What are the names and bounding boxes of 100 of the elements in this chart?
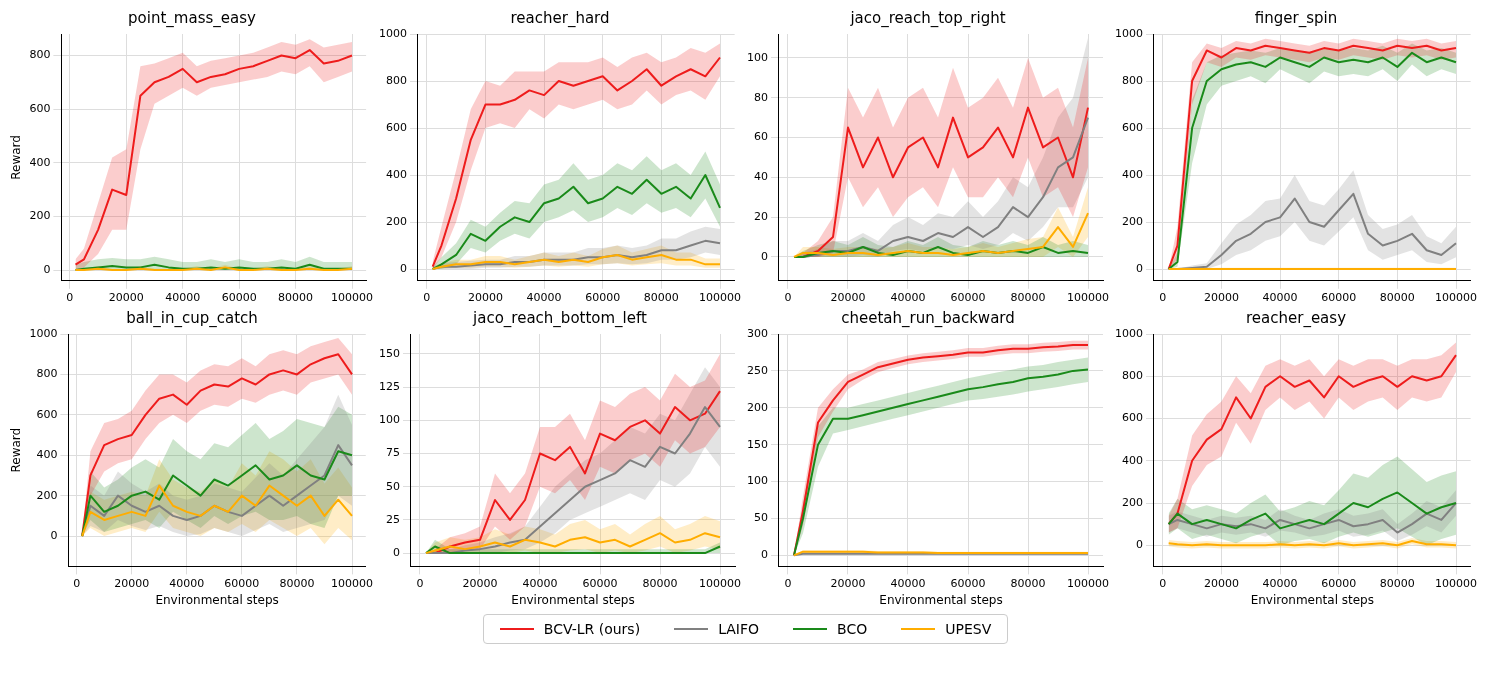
y-axis-title: Reward: [9, 135, 24, 180]
x-tick-label: 40000: [1262, 576, 1298, 590]
x-tick-label: 80000: [1010, 291, 1046, 305]
y-tick-label: 0: [1135, 538, 1143, 552]
x-tick-label: 0: [73, 576, 81, 590]
y-tick-label: 150: [379, 346, 400, 360]
y-tick-label: 0: [43, 262, 51, 276]
y-tick-label: 1000: [1114, 326, 1143, 340]
x-tick-label: 20000: [830, 576, 866, 590]
x-tick-label: 100000: [331, 576, 373, 590]
x-tick-label: 60000: [221, 291, 257, 305]
y-tick-label: 25: [386, 512, 400, 526]
x-tick-label: 0: [66, 291, 74, 305]
x-tick-label: 100000: [1435, 291, 1477, 305]
y-tick-label: 800: [1121, 73, 1143, 87]
x-axis-title: Environmental steps: [511, 592, 635, 607]
y-tick-label: 800: [385, 73, 407, 87]
y-tick-label: 200: [1121, 214, 1143, 228]
x-tick-label: 0: [784, 291, 792, 305]
chart-title: cheetah_run_backward: [841, 308, 1015, 328]
x-tick-label: 40000: [890, 576, 926, 590]
x-tick-label: 40000: [169, 576, 205, 590]
y-tick-label: 200: [385, 214, 407, 228]
y-tick-label: 800: [29, 48, 51, 62]
x-tick-label: 0: [423, 291, 431, 305]
x-tick-label: 0: [784, 576, 792, 590]
x-tick-label: 60000: [950, 291, 986, 305]
y-tick-label: 600: [1121, 120, 1143, 134]
y-tick-label: 400: [385, 167, 407, 181]
y-tick-label: 600: [36, 407, 58, 421]
x-tick-label: 100000: [1067, 576, 1109, 590]
x-tick-label: 0: [416, 576, 424, 590]
y-tick-label: 0: [399, 261, 407, 275]
legend-label: UPESV: [945, 621, 992, 637]
chart-title: reacher_easy: [1245, 308, 1347, 328]
y-tick-label: 1000: [378, 26, 407, 40]
x-tick-label: 60000: [1321, 291, 1357, 305]
x-tick-label: 80000: [279, 576, 315, 590]
x-tick-label: 0: [1159, 576, 1167, 590]
x-tick-label: 20000: [467, 291, 503, 305]
x-tick-label: 60000: [224, 576, 260, 590]
x-tick-label: 20000: [114, 576, 150, 590]
y-tick-label: 100: [379, 413, 400, 427]
x-tick-label: 80000: [1010, 576, 1046, 590]
y-tick-label: 1000: [29, 326, 58, 340]
x-tick-label: 100000: [699, 576, 741, 590]
x-tick-label: 100000: [1067, 291, 1109, 305]
chart-title: point_mass_easy: [128, 8, 257, 28]
x-tick-label: 20000: [1203, 291, 1239, 305]
chart-title: jaco_reach_top_right: [849, 8, 1006, 28]
y-tick-label: 60: [754, 130, 768, 144]
y-tick-label: 0: [393, 545, 400, 559]
chart-title: ball_in_cup_catch: [126, 308, 258, 328]
y-tick-label: 400: [29, 155, 51, 169]
y-tick-label: 600: [385, 120, 407, 134]
chart-title: reacher_hard: [510, 8, 610, 28]
x-tick-label: 80000: [1379, 291, 1415, 305]
x-tick-label: 60000: [1321, 576, 1357, 590]
y-tick-label: 80: [754, 90, 768, 104]
legend-label: BCO: [837, 621, 868, 637]
x-tick-label: 40000: [165, 291, 201, 305]
x-tick-label: 20000: [108, 291, 144, 305]
x-axis-title: Environmental steps: [879, 592, 1003, 607]
y-tick-label: 800: [36, 367, 58, 381]
y-tick-label: 400: [36, 448, 58, 462]
y-tick-label: 0: [1135, 261, 1143, 275]
x-tick-label: 100000: [699, 291, 741, 305]
x-tick-label: 40000: [890, 291, 926, 305]
x-tick-label: 40000: [522, 576, 558, 590]
y-tick-label: 250: [747, 363, 768, 377]
y-tick-label: 200: [747, 400, 768, 414]
y-tick-label: 200: [1121, 495, 1143, 509]
y-tick-label: 20: [754, 209, 768, 223]
x-tick-label: 40000: [526, 291, 562, 305]
y-tick-label: 600: [1121, 411, 1143, 425]
x-tick-label: 0: [1159, 291, 1167, 305]
y-tick-label: 400: [1121, 453, 1143, 467]
y-tick-label: 1000: [1114, 26, 1143, 40]
y-tick-label: 150: [747, 437, 768, 451]
x-tick-label: 20000: [830, 291, 866, 305]
y-tick-label: 600: [29, 101, 51, 115]
y-tick-label: 50: [754, 511, 768, 525]
x-tick-label: 80000: [278, 291, 314, 305]
x-tick-label: 60000: [582, 576, 618, 590]
y-tick-label: 40: [754, 170, 768, 184]
y-tick-label: 0: [761, 548, 768, 562]
y-tick-label: 200: [29, 209, 51, 223]
y-tick-label: 125: [379, 379, 400, 393]
chart-title: finger_spin: [1254, 8, 1338, 28]
x-tick-label: 80000: [643, 291, 679, 305]
x-tick-label: 60000: [950, 576, 986, 590]
y-tick-label: 100: [747, 474, 768, 488]
legend-label: LAIFO: [718, 621, 760, 637]
x-tick-label: 60000: [585, 291, 621, 305]
y-tick-label: 0: [50, 528, 58, 542]
x-tick-label: 100000: [1435, 576, 1477, 590]
x-tick-label: 80000: [1379, 576, 1415, 590]
x-tick-label: 20000: [462, 576, 498, 590]
y-tick-label: 100: [747, 50, 768, 64]
y-tick-label: 400: [1121, 167, 1143, 181]
